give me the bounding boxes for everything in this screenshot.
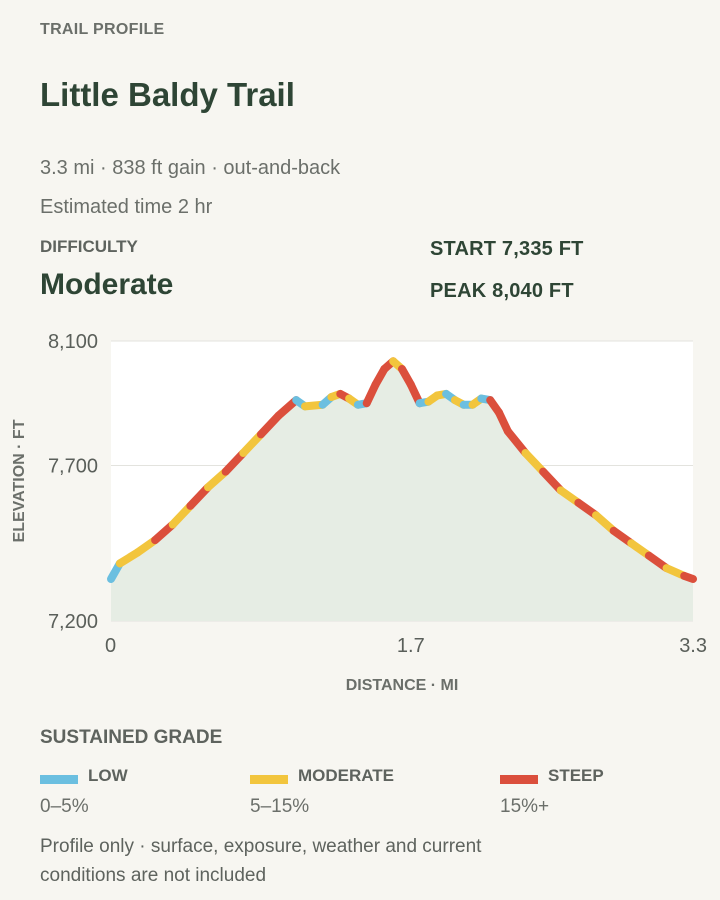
grade-segment-9 [256, 411, 283, 439]
x-tick-label-1: 1.7 [397, 635, 425, 657]
y-tick-label-0: 7,200 [48, 611, 98, 633]
x-tick-label-0: 0 [105, 635, 116, 657]
start-elevation: START 7,335 FT [430, 238, 584, 260]
trail-summary: 3.3 mi · 838 ft gain · out-and-back [40, 157, 341, 179]
x-tick-labels: 0 1.7 3.3 [105, 635, 707, 657]
x-axis-title: DISTANCE · MI [346, 677, 459, 694]
y-tick-label-1: 7,700 [48, 455, 98, 477]
grade-segment-34 [503, 427, 530, 457]
elevation-profile-chart: 7,200 7,700 8,100 0 1.7 3.3 DISTANCE · MI EL… [11, 331, 707, 694]
grade-segments [107, 357, 697, 583]
legend-swatch-steep [500, 775, 538, 784]
difficulty-label: DIFFICULTY [40, 237, 138, 256]
legend-title: SUSTAINED GRADE [40, 727, 223, 748]
x-tick-label-2: 3.3 [679, 635, 707, 657]
grade-segment-35 [521, 449, 548, 476]
legend-range-low: 0–5% [40, 796, 89, 817]
legend-range-moderate: 5–15% [250, 796, 310, 817]
y-tick-labels: 7,200 7,700 8,100 [48, 331, 98, 633]
grade-segment-4 [168, 501, 195, 529]
legend-range-steep: 15%+ [500, 796, 550, 817]
legend-label-moderate: MODERATE [298, 766, 395, 785]
grade-segment-7 [221, 449, 248, 476]
peak-elevation: PEAK 8,040 FT [430, 280, 574, 302]
elevation-area [111, 361, 693, 621]
legend-label-low: LOW [88, 766, 128, 785]
difficulty-value: Moderate [40, 268, 174, 301]
y-axis-title: ELEVATION · FT [11, 419, 28, 542]
grade-segment-8 [239, 430, 265, 457]
section-eyebrow: TRAIL PROFILE [40, 21, 165, 38]
legend-swatch-low [40, 775, 78, 784]
estimated-time: Estimated time 2 hr [40, 196, 213, 218]
legend-swatch-moderate [250, 775, 288, 784]
disclaimer-note: Profile only · surface, exposure, weathe… [40, 836, 482, 886]
grade-segment-36 [539, 467, 565, 495]
grade-segment-44 [680, 571, 697, 583]
y-tick-label-2: 8,100 [48, 331, 98, 353]
legend-label-steep: STEEP [548, 766, 604, 785]
trail-title: Little Baldy Trail [40, 76, 295, 113]
grade-segment-5 [186, 483, 212, 510]
